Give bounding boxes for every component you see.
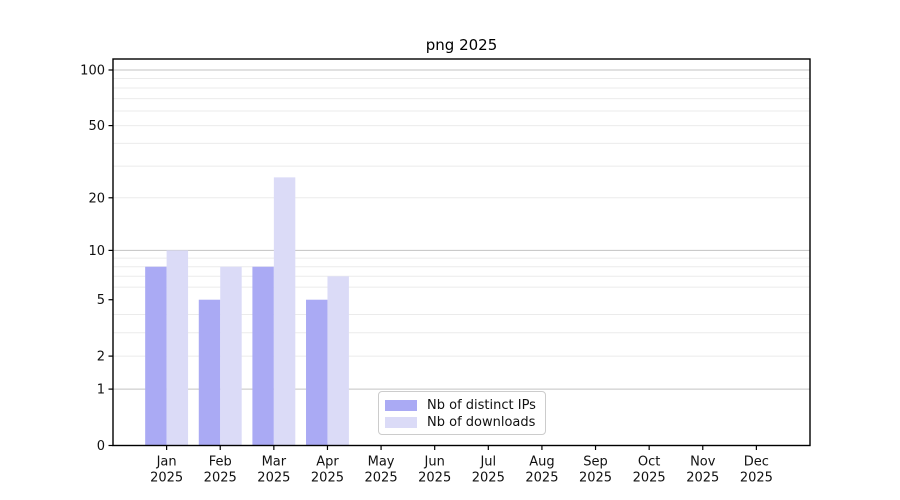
x-tick-label-month: Apr	[316, 455, 339, 470]
x-tick-label-month: Jul	[479, 455, 496, 470]
y-tick-label: 50	[88, 119, 105, 134]
bar-downloads-feb	[220, 266, 242, 446]
bar-distinct-ips-jan	[145, 266, 167, 446]
bar-downloads-apr	[327, 276, 349, 446]
bar-downloads-mar	[273, 177, 296, 446]
x-tick-label-year: 2025	[579, 471, 612, 486]
x-tick-label-year: 2025	[740, 471, 773, 486]
x-tick-label-year: 2025	[204, 471, 237, 486]
y-tick-label: 5	[97, 293, 105, 308]
bar-downloads-jan	[166, 250, 189, 446]
legend-label-distinct-ips: Nb of distinct IPs	[427, 398, 536, 413]
y-tick-label: 0	[97, 439, 105, 454]
y-tick-label: 1	[97, 383, 105, 398]
legend-item-distinct-ips: Nb of distinct IPs	[385, 397, 545, 414]
x-tick-label-year: 2025	[525, 471, 558, 486]
legend-label-downloads: Nb of downloads	[427, 415, 536, 430]
y-tick-label: 20	[88, 191, 105, 206]
bar-distinct-ips-apr	[306, 299, 328, 446]
chart-title: png 2025	[425, 36, 498, 54]
y-tick-label: 100	[80, 64, 105, 79]
x-tick-label-month: Dec	[744, 455, 769, 470]
x-tick-label-year: 2025	[686, 471, 719, 486]
bar-distinct-ips-mar	[252, 266, 274, 446]
legend: Nb of distinct IPs Nb of downloads	[378, 391, 546, 435]
x-tick-label-year: 2025	[365, 471, 398, 486]
legend-item-downloads: Nb of downloads	[385, 414, 545, 431]
x-tick-label-year: 2025	[257, 471, 290, 486]
x-tick-label-year: 2025	[633, 471, 666, 486]
x-tick-label-month: Jun	[424, 455, 445, 470]
x-tick-label-month: Mar	[262, 455, 287, 470]
y-tick-label: 10	[88, 244, 105, 259]
x-tick-label-year: 2025	[150, 471, 183, 486]
x-tick-label-year: 2025	[472, 471, 505, 486]
legend-swatch-downloads	[385, 417, 417, 428]
bar-distinct-ips-feb	[198, 299, 221, 446]
axes-frame	[112, 58, 811, 447]
x-tick-label-year: 2025	[311, 471, 344, 486]
x-tick-label-year: 2025	[418, 471, 451, 486]
x-tick-label-month: Oct	[638, 455, 660, 470]
x-tick-label-month: Sep	[583, 455, 608, 470]
x-tick-label-month: Feb	[209, 455, 232, 470]
x-tick-label-month: Nov	[690, 455, 716, 470]
x-tick-label-month: Jan	[156, 455, 177, 470]
y-tick-label: 2	[97, 350, 105, 365]
legend-swatch-distinct-ips	[385, 400, 417, 411]
x-tick-label-month: May	[368, 455, 395, 470]
x-tick-label-month: Aug	[529, 455, 554, 470]
